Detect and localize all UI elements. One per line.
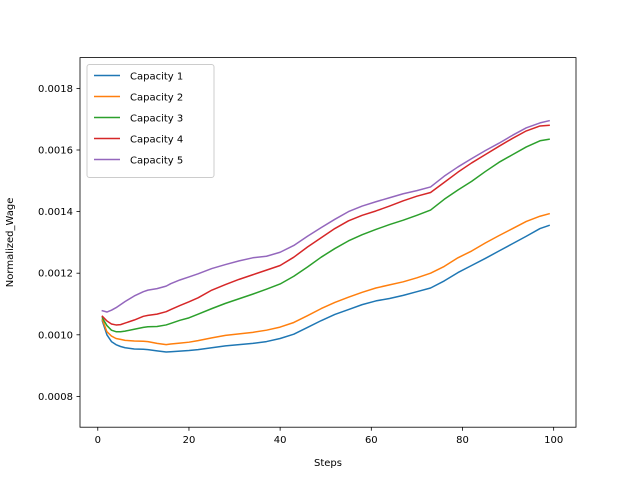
x-tick-label: 80	[456, 435, 469, 446]
series-layer	[101, 119, 551, 353]
legend-label-4: Capacity 4	[130, 135, 183, 146]
series-line-2	[101, 212, 551, 346]
y-tick-label: 0.0010	[38, 330, 73, 341]
x-tick-label: 0	[95, 435, 101, 446]
y-tick-label: 0.0012	[38, 269, 73, 280]
legend-label-2: Capacity 2	[130, 93, 183, 104]
x-axis: 0 20 40 60 80 100	[95, 427, 563, 446]
y-axis-label: Normalized_Wage	[5, 198, 16, 288]
legend: Capacity 1 Capacity 2 Capacity 3 Capacity 4…	[86, 64, 215, 178]
x-tick-label: 20	[183, 435, 196, 446]
series-line-4	[101, 124, 550, 326]
y-axis: 0.0008 0.0010 0.0012 0.0014 0.0016 0.0018	[38, 84, 80, 403]
legend-label-1: Capacity 1	[130, 72, 183, 83]
y-tick-label: 0.0008	[38, 392, 73, 403]
y-tick-label: 0.0016	[38, 146, 73, 157]
legend-label-3: Capacity 3	[130, 114, 183, 125]
x-tick-label: 40	[274, 435, 287, 446]
x-tick-label: 100	[544, 435, 563, 446]
legend-box	[86, 64, 215, 178]
series-line-5	[101, 119, 551, 313]
y-tick-label: 0.0014	[38, 207, 73, 218]
legend-label-5: Capacity 5	[130, 156, 183, 167]
plot-frame	[79, 57, 577, 428]
x-tick-label: 60	[365, 435, 378, 446]
series-line-3	[101, 138, 550, 333]
y-tick-label: 0.0018	[38, 84, 73, 95]
x-axis-label: Steps	[314, 458, 342, 469]
series-line-1	[101, 224, 551, 353]
